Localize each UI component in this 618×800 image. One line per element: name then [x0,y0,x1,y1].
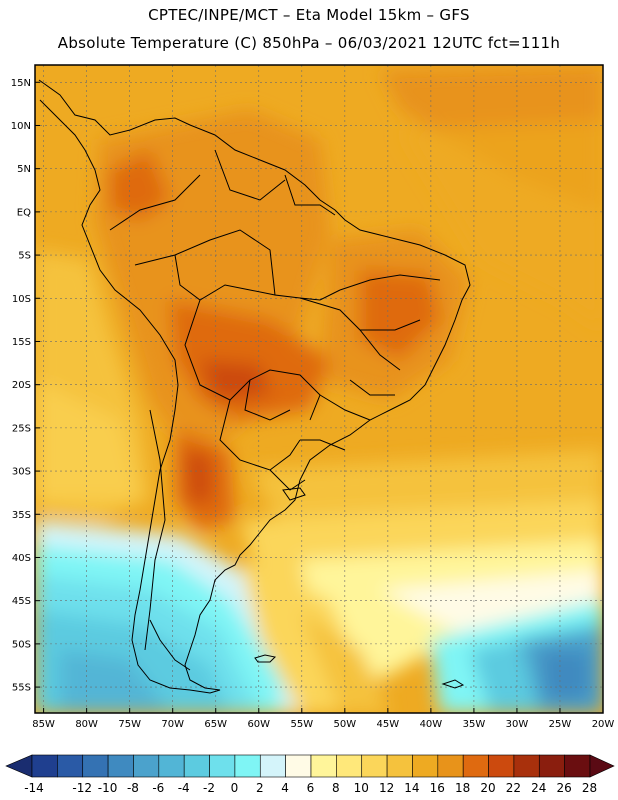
temperature-field [35,65,603,713]
lat-label: 20S [12,380,31,391]
map-frame [34,64,604,714]
lat-label: 40S [12,553,31,564]
latitude-labels: 15N 10N 5N EQ 5S 10S 15S 20S 25S 30S 35S 40S 45S 50S 5… [11,78,31,694]
colorbar-swatch [158,754,185,778]
colorbar-label: -2 [203,781,215,795]
graticule [35,65,603,713]
colorbar-label: -8 [127,781,139,795]
lon-label: 20W [592,719,615,730]
longitude-labels: 85W 80W 75W 70W 65W 60W 55W 50W 45W 40W 35W 30W 25W 2… [32,719,614,730]
colorbar-label: -10 [98,781,118,795]
lon-label: 55W [290,719,313,730]
lat-label: 25S [12,423,31,434]
lon-label: 30W [506,719,529,730]
lat-label: 5S [18,251,31,262]
lat-label: 55S [12,683,31,694]
map-title-line2: Absolute Temperature (C) 850hPa – 06/03/… [57,34,561,52]
lon-label: 40W [420,719,443,730]
colorbar-label: 18 [455,781,470,795]
colorbar-swatch [513,754,540,778]
colorbar-swatch [386,754,413,778]
colorbar-swatch [31,754,58,778]
colorbar-label: 24 [531,781,546,795]
colorbar-label: 12 [379,781,394,795]
lat-label: 10N [11,121,31,132]
colorbar-swatch [107,754,134,778]
lon-label: 45W [377,719,400,730]
lon-label: 80W [75,719,98,730]
coastline [38,79,471,694]
colorbar-swatch [538,754,565,778]
lon-label: 60W [247,719,270,730]
colorbar-label: 6 [307,781,315,795]
lat-label: 35S [12,510,31,521]
lon-label: 75W [118,719,141,730]
colorbar-swatch [310,754,337,778]
map-title-line1: CPTEC/INPE/MCT – Eta Model 15km – GFS [148,6,470,24]
colorbar-swatch [361,754,388,778]
colorbar-swatch [209,754,236,778]
colorbar-swatch [462,754,489,778]
lat-label: 15S [12,337,31,348]
colorbar-swatch [259,754,286,778]
colorbar-label: -12 [72,781,92,795]
colorbar-swatch [57,754,84,778]
colorbar-label: 16 [430,781,445,795]
colorbar-label: 22 [506,781,521,795]
colorbar-low-arrow [5,754,33,778]
colorbar: -14 -12 -10 -8 -6 -4 -2 0 2 4 6 8 10 12 14 16 18 20 22 24 26… [5,754,615,795]
lat-label: 10S [12,294,31,305]
colorbar-label: 0 [231,781,239,795]
colorbar-swatch [285,754,312,778]
lat-label: 15N [11,78,31,89]
colorbar-swatch [336,754,363,778]
colorbar-label: 28 [582,781,597,795]
colorbar-swatch [437,754,464,778]
lon-label: 50W [334,719,357,730]
colorbar-label: 2 [256,781,264,795]
colorbar-label: -14 [24,781,44,795]
colorbar-swatch [488,754,515,778]
colorbar-label: 4 [281,781,289,795]
colorbar-label: 14 [404,781,419,795]
colorbar-label: -6 [152,781,164,795]
colorbar-label: 8 [332,781,340,795]
colorbar-swatch [183,754,210,778]
lon-label: 85W [32,719,55,730]
colorbar-high-arrow [589,754,615,778]
colorbar-swatch [82,754,109,778]
lat-label: 45S [12,596,31,607]
lon-label: 70W [161,719,184,730]
lon-label: 35W [463,719,486,730]
lat-label: 50S [12,639,31,650]
colorbar-label: 20 [480,781,495,795]
colorbar-swatch [412,754,439,778]
lon-label: 25W [549,719,572,730]
lat-label: 5N [17,164,31,175]
lon-label: 65W [204,719,227,730]
lat-label: 30S [12,467,31,478]
lat-label: EQ [17,207,31,218]
colorbar-label: -4 [178,781,190,795]
colorbar-label: 10 [354,781,369,795]
colorbar-label: 26 [556,781,571,795]
islands [254,487,465,689]
colorbar-swatch [564,754,591,778]
colorbar-swatch [133,754,160,778]
colorbar-swatch [234,754,261,778]
